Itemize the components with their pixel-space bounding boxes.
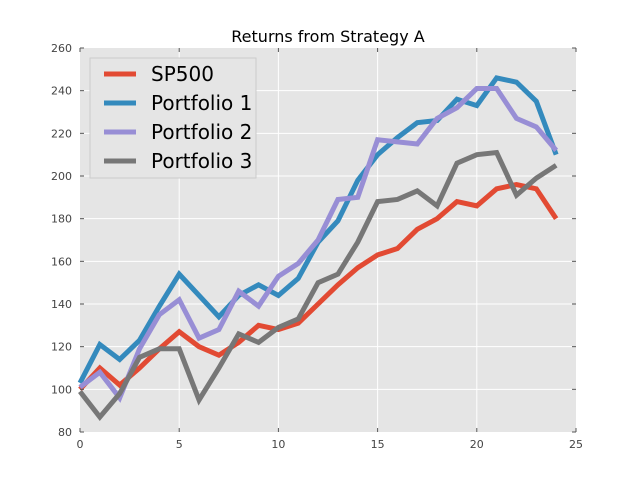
- y-tick-label-1: 100: [51, 383, 72, 396]
- y-tick-label-0: 80: [58, 426, 72, 439]
- y-tick-label-3: 140: [51, 298, 72, 311]
- axis-ticks: 80 100 120 140 160 180 200 220 240 260 0 5 10 15 20 25: [51, 42, 583, 451]
- legend-label-2: Portfolio 2: [151, 120, 252, 144]
- series-line-3: [78, 149, 558, 422]
- y-tick-label-8: 240: [51, 85, 72, 98]
- x-tick-label-0: 0: [77, 438, 84, 451]
- x-tick-label-1: 5: [176, 438, 183, 451]
- series-line-2: [78, 86, 559, 403]
- x-tick-label-2: 10: [271, 438, 285, 451]
- legend-box: [89, 57, 257, 179]
- legend: SP500 Portfolio 1 Portfolio 2 Portfolio 3: [89, 57, 257, 179]
- y-tick-label-7: 220: [51, 127, 72, 140]
- x-tick-label-4: 20: [470, 438, 484, 451]
- y-tick-label-2: 120: [51, 341, 72, 354]
- chart-title: Returns from Strategy A: [231, 27, 424, 46]
- y-tick-label-4: 160: [51, 255, 72, 268]
- legend-label-0: SP500: [151, 62, 214, 86]
- series-lines: [77, 75, 559, 422]
- y-tick-label-9: 260: [51, 42, 72, 55]
- y-tick-label-5: 180: [51, 213, 72, 226]
- legend-label-1: Portfolio 1: [151, 91, 252, 115]
- x-tick-label-3: 15: [371, 438, 385, 451]
- y-tick-label-6: 200: [51, 170, 72, 183]
- x-tick-label-5: 25: [569, 438, 583, 451]
- legend-label-3: Portfolio 3: [151, 149, 252, 173]
